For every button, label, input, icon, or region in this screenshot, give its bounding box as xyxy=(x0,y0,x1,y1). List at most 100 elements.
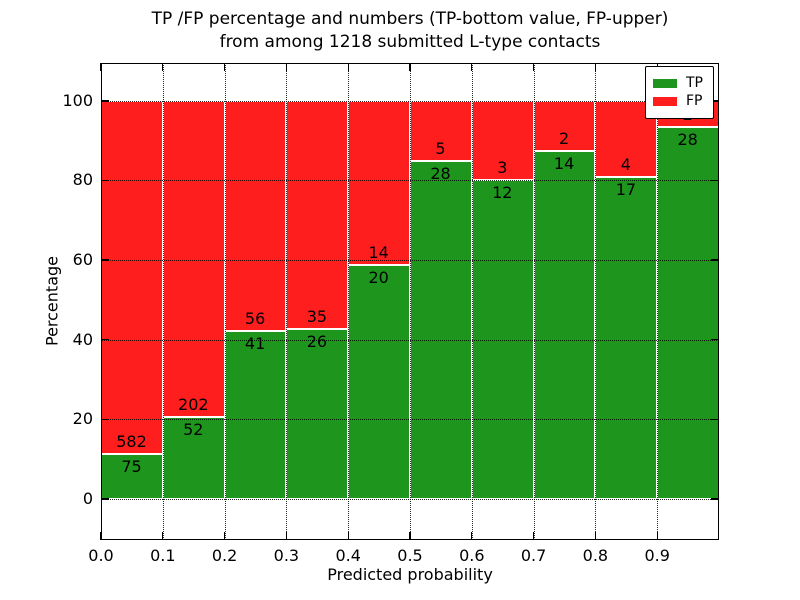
x-tick-mark xyxy=(471,532,473,540)
bar-count-label-tp: 20 xyxy=(368,267,389,287)
x-tick-mark xyxy=(162,532,164,540)
bar-segment-tp xyxy=(410,161,472,499)
tp-color-swatch xyxy=(653,79,677,88)
legend-label-tp: TP xyxy=(686,75,703,91)
y-tick-label: 40 xyxy=(72,329,93,349)
bar-count-label-fp: 5 xyxy=(435,139,446,159)
x-tick-mark xyxy=(347,63,349,71)
bar-count-label-fp: 56 xyxy=(244,308,266,328)
x-tick-label: 0.7 xyxy=(520,546,547,565)
x-tick-label: 0.1 xyxy=(150,546,176,565)
x-tick-mark xyxy=(471,63,473,71)
x-tick-mark xyxy=(162,63,164,71)
x-tick-label: 0.6 xyxy=(459,546,485,565)
x-tick-mark xyxy=(656,532,658,540)
bar-segment-tp xyxy=(101,453,163,499)
bar-segment-tp xyxy=(286,329,349,499)
x-tick-label: 0.8 xyxy=(582,546,609,565)
fp-color-swatch xyxy=(653,97,677,106)
gridline-vertical xyxy=(657,63,659,540)
x-tick-mark xyxy=(223,532,226,540)
bar-segment-fp xyxy=(410,100,472,162)
legend-item-fp: FP xyxy=(653,94,706,109)
y-tick-label: 60 xyxy=(72,250,93,270)
x-tick-mark xyxy=(285,63,288,71)
y-tick-label: 20 xyxy=(72,409,93,429)
bar-count-label-tp: 75 xyxy=(121,456,142,476)
y-tick-mark xyxy=(101,179,109,182)
y-tick-mark xyxy=(711,259,719,261)
y-tick-mark xyxy=(101,339,109,341)
x-tick-mark xyxy=(532,63,535,71)
bar-count-label-tp: 26 xyxy=(306,332,328,352)
x-tick-label: 0.9 xyxy=(644,546,670,565)
y-tick-mark xyxy=(711,179,719,182)
bar-count-label-fp: 582 xyxy=(116,431,147,451)
bar-count-label-fp: 14 xyxy=(368,242,389,262)
x-tick-label: 0.2 xyxy=(211,546,238,565)
gridline-vertical xyxy=(471,63,473,540)
gridline-vertical xyxy=(533,63,535,540)
bar-segment-fp xyxy=(101,100,163,454)
y-tick-label: 100 xyxy=(62,90,93,110)
gridline-vertical xyxy=(410,63,411,540)
y-tick-mark xyxy=(101,498,109,500)
bar-segment-tp xyxy=(533,150,596,499)
y-tick-mark xyxy=(711,418,719,421)
x-tick-label: 0.5 xyxy=(397,546,423,565)
legend-label-fp: FP xyxy=(686,93,703,109)
bar-count-label-fp: 202 xyxy=(178,395,209,415)
gridline-vertical xyxy=(286,63,288,540)
chart-title-line1: TP /FP percentage and numbers (TP-bottom… xyxy=(151,9,669,29)
x-tick-label: 0.4 xyxy=(335,546,361,565)
x-tick-mark xyxy=(100,532,102,540)
bar-count-label-fp: 35 xyxy=(306,307,328,327)
x-tick-mark xyxy=(594,532,597,540)
bar-count-label-tp: 28 xyxy=(677,130,698,150)
bar-segment-tp xyxy=(348,264,410,499)
bar-segment-fp xyxy=(348,100,410,265)
y-tick-label: 80 xyxy=(72,170,93,190)
bar-count-label-tp: 14 xyxy=(553,153,575,173)
x-tick-mark xyxy=(347,532,349,540)
bar-segment-fp xyxy=(224,100,287,331)
bar-count-label-tp: 52 xyxy=(183,420,204,440)
x-tick-mark xyxy=(285,532,288,540)
bar-segment-fp xyxy=(471,100,534,181)
x-tick-mark xyxy=(409,532,411,540)
bar-count-label-tp: 28 xyxy=(430,164,451,184)
bar-count-label-fp: 3 xyxy=(497,158,508,178)
gridline-vertical xyxy=(348,63,350,540)
y-tick-mark xyxy=(711,498,719,500)
bar-count-label-tp: 41 xyxy=(244,333,266,353)
x-tick-mark xyxy=(594,63,597,71)
chart-title-line2: from among 1218 submitted L-type contact… xyxy=(219,32,601,52)
bar-segment-tp xyxy=(595,176,658,499)
x-tick-mark xyxy=(100,63,102,71)
bar-segment-fp xyxy=(286,100,349,330)
y-tick-mark xyxy=(101,259,109,261)
y-tick-mark xyxy=(101,418,109,421)
y-tick-mark xyxy=(711,100,719,102)
x-tick-label: 0.3 xyxy=(273,546,300,565)
x-axis-label: Predicted probability xyxy=(327,565,493,584)
x-tick-label: 0.0 xyxy=(88,546,114,565)
bar-count-label-tp: 17 xyxy=(615,179,637,199)
bar-count-label-fp: 2 xyxy=(559,128,570,148)
x-tick-mark xyxy=(409,63,411,71)
x-tick-mark xyxy=(532,532,535,540)
bar-count-label-tp: 12 xyxy=(492,183,513,203)
x-tick-mark xyxy=(223,63,226,71)
gridline-vertical xyxy=(224,63,226,540)
legend-item-tp: TP xyxy=(653,76,706,91)
bar-count-label-fp: 4 xyxy=(620,154,631,174)
bar-segment-tp xyxy=(224,330,287,499)
chart-title: TP /FP percentage and numbers (TP-bottom… xyxy=(101,8,719,54)
gridline-vertical xyxy=(595,63,597,540)
bar-segment-tp xyxy=(657,127,719,499)
bar-segment-tp xyxy=(471,180,534,499)
y-tick-label: 0 xyxy=(82,488,93,508)
gridline-vertical xyxy=(162,63,164,540)
